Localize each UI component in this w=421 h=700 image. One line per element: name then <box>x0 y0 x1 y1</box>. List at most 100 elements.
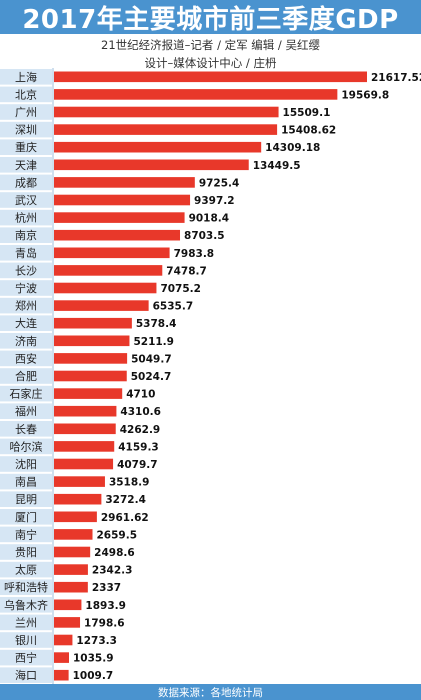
category-label-bg <box>0 209 52 226</box>
credit-line-1: 21世纪经济报道–记者 / 定军 编辑 / 吴红缨 <box>101 38 320 52</box>
footer-source: 数据来源：各地统计局 <box>0 684 421 700</box>
data-label: 5049.7 <box>131 353 172 365</box>
category-label: 重庆 <box>15 140 37 154</box>
bar <box>54 423 116 435</box>
category-label: 长春 <box>15 423 37 436</box>
bar <box>54 141 262 153</box>
bar <box>54 194 191 206</box>
credits: 21世纪经济报道–记者 / 定军 编辑 / 吴红缨 设计–媒体设计中心 / 庄枬 <box>0 36 421 72</box>
bar-chart: 上海 21617.52 北京 19569.8 广州 15509.1 深圳 15408.62 重庆… <box>0 68 421 684</box>
data-label: 9018.4 <box>189 213 230 225</box>
bar <box>54 634 73 646</box>
bar <box>54 282 157 294</box>
bar <box>54 405 117 417</box>
bar <box>54 317 132 329</box>
category-label-bg <box>0 69 52 85</box>
data-label: 2337 <box>92 582 121 594</box>
category-label: 石家庄 <box>10 387 43 401</box>
data-label: 6535.7 <box>153 301 194 313</box>
category-label: 大连 <box>15 316 37 330</box>
bar <box>54 335 130 347</box>
data-label: 3272.4 <box>105 494 146 506</box>
category-label-bg <box>0 544 52 560</box>
category-label: 沈阳 <box>15 457 37 471</box>
page-title: 2017年主要城市前三季度GDP <box>0 0 421 35</box>
category-label-bg <box>0 667 52 683</box>
category-label: 西安 <box>15 351 37 365</box>
category-label-bg <box>0 561 52 578</box>
category-label-bg <box>0 333 52 349</box>
category-label: 青岛 <box>15 246 37 260</box>
category-label-bg <box>0 438 52 455</box>
category-label-bg <box>0 526 52 543</box>
data-label: 4310.6 <box>120 406 161 418</box>
category-label: 银川 <box>15 633 37 647</box>
category-label-bg <box>0 597 52 613</box>
category-label-bg <box>0 174 52 191</box>
bar <box>54 458 114 470</box>
category-label-bg <box>0 104 52 120</box>
bar <box>54 441 115 452</box>
category-label-bg <box>0 297 52 314</box>
bar <box>54 265 163 276</box>
category-label: 深圳 <box>15 124 37 137</box>
bar <box>54 89 338 100</box>
category-label: 北京 <box>15 87 37 101</box>
data-label: 21617.52 <box>371 72 421 84</box>
category-label: 福州 <box>15 404 37 418</box>
category-label-bg <box>0 491 52 507</box>
data-label: 5378.4 <box>136 318 177 330</box>
category-label-bg <box>0 632 52 648</box>
category-label: 乌鲁木齐 <box>4 598 48 612</box>
category-label: 合肥 <box>15 369 37 383</box>
bar <box>54 159 249 171</box>
bar <box>54 599 82 611</box>
data-label: 2961.62 <box>101 512 149 524</box>
data-label: 7478.7 <box>166 265 207 277</box>
category-label-bg <box>0 473 52 490</box>
category-label: 长沙 <box>15 264 37 277</box>
bar <box>54 300 149 311</box>
category-label-bg <box>0 385 52 402</box>
category-label: 南京 <box>15 228 37 242</box>
category-label: 宁波 <box>15 281 37 295</box>
category-label-bg <box>0 614 52 631</box>
category-label-bg <box>0 456 52 472</box>
category-label-bg <box>0 368 52 384</box>
credit-line-2: 设计–媒体设计中心 / 庄枬 <box>144 56 277 70</box>
category-label: 南宁 <box>15 527 37 541</box>
chart-area: 上海 21617.52 北京 19569.8 广州 15509.1 深圳 15408.62 重庆… <box>0 68 421 684</box>
bar <box>54 71 367 83</box>
category-label-bg <box>0 403 52 419</box>
category-label-bg <box>0 262 52 279</box>
category-label: 武汉 <box>15 194 37 207</box>
bar <box>54 581 88 593</box>
category-label: 郑州 <box>15 299 37 313</box>
category-label-bg <box>0 280 52 296</box>
category-label-bg <box>0 509 52 525</box>
category-label: 贵阳 <box>15 546 37 559</box>
category-label: 南昌 <box>15 476 37 489</box>
bar <box>54 247 170 259</box>
category-label: 天津 <box>15 159 37 172</box>
bar <box>54 617 81 628</box>
data-label: 1893.9 <box>85 600 126 612</box>
category-label-bg <box>0 315 52 331</box>
data-label: 4079.7 <box>117 459 158 471</box>
data-label: 1273.3 <box>76 635 117 647</box>
data-label: 7075.2 <box>160 283 201 295</box>
data-label: 14309.18 <box>265 142 320 154</box>
data-label: 4159.3 <box>118 441 159 453</box>
data-label: 2498.6 <box>94 547 135 559</box>
data-label: 2659.5 <box>97 529 138 541</box>
bar <box>54 212 185 223</box>
bar <box>54 529 93 540</box>
category-label-bg <box>0 245 52 261</box>
category-label: 厦门 <box>15 510 37 524</box>
bar <box>54 353 128 364</box>
data-label: 5024.7 <box>131 371 172 383</box>
bar <box>54 106 279 118</box>
category-label: 上海 <box>15 70 37 84</box>
data-label: 2342.3 <box>92 565 133 577</box>
data-label: 5211.9 <box>133 336 174 348</box>
